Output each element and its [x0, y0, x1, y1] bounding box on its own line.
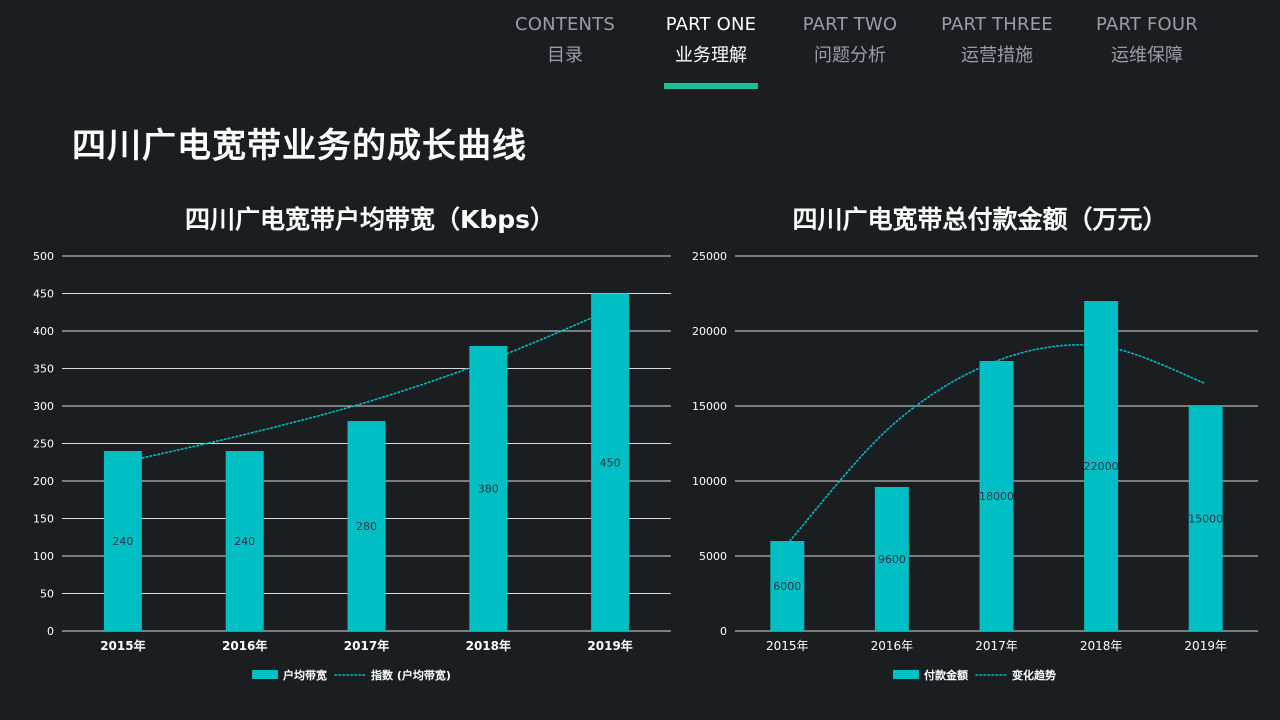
chart2-data-label: 6000	[773, 580, 801, 593]
chart-title-bandwidth: 四川广电宽带户均带宽（Kbps）	[184, 205, 556, 234]
nav-item-label-zh: 问题分析	[814, 45, 886, 66]
chart2-y-tick-label: 5000	[699, 550, 727, 563]
chart2-trendline	[786, 344, 1207, 545]
chart1-y-tick-label: 400	[33, 325, 54, 338]
chart2-bar	[1084, 301, 1119, 631]
nav-item-part-two[interactable]: PART TWO 问题分析	[780, 14, 920, 67]
nav-item-label-en: PART FOUR	[1096, 14, 1198, 35]
chart1-data-label: 450	[600, 456, 621, 469]
chart1-y-tick-label: 350	[33, 363, 54, 376]
chart1-y-tick-label: 200	[33, 475, 54, 488]
nav-item-contents[interactable]: CONTENTS 目录	[495, 14, 635, 67]
chart1-y-tick-label: 100	[33, 550, 54, 563]
chart1-x-tick-label: 2015年	[100, 638, 145, 653]
chart1-legend-trend-label: 指数 (户均带宽)	[371, 668, 451, 682]
chart2-data-label: 9600	[878, 553, 906, 566]
nav-item-part-four[interactable]: PART FOUR 运维保障	[1077, 14, 1217, 67]
nav-item-part-three[interactable]: PART THREE 运营措施	[927, 14, 1067, 67]
chart1-data-label: 280	[356, 520, 377, 533]
chart1-bar	[347, 421, 386, 631]
chart2-bar	[1188, 406, 1223, 631]
nav-item-label-en: CONTENTS	[514, 14, 616, 35]
active-tab-indicator	[664, 83, 758, 89]
chart2-y-tick-label: 15000	[692, 400, 727, 413]
chart1-data-label: 240	[112, 535, 133, 548]
chart1-data-label: 240	[234, 535, 255, 548]
chart1-legend-bar-label: 户均带宽	[283, 668, 327, 682]
nav-item-part-one[interactable]: PART ONE 业务理解	[641, 14, 781, 67]
chart1-bar	[591, 293, 630, 631]
chart1-x-tick-label: 2019年	[587, 638, 632, 653]
nav-item-label-zh: 运营措施	[961, 45, 1033, 66]
chart2-data-label: 18000	[979, 490, 1014, 503]
page-title: 四川广电宽带业务的成长曲线	[72, 126, 527, 166]
nav-item-label-en: PART TWO	[802, 14, 898, 35]
chart1-bar	[103, 451, 142, 631]
top-navigation: CONTENTS 目录 PART ONE 业务理解 PART TWO 问题分析 …	[0, 0, 1280, 100]
chart1-x-tick-label: 2017年	[344, 638, 389, 653]
chart2-bar	[874, 487, 909, 631]
chart1-trendline	[122, 309, 611, 464]
chart2-y-tick-label: 25000	[692, 250, 727, 263]
chart1-y-tick-label: 500	[33, 250, 54, 263]
nav-item-label-en: PART ONE	[665, 14, 757, 35]
chart2-data-label: 22000	[1084, 460, 1119, 473]
chart2-data-label: 15000	[1188, 513, 1223, 526]
nav-item-label-zh: 业务理解	[675, 45, 747, 66]
chart1-y-tick-label: 250	[33, 438, 54, 451]
chart-title-payment: 四川广电宽带总付款金额（万元）	[792, 205, 1168, 234]
chart2-x-tick-label: 2015年	[766, 639, 809, 653]
chart1-x-tick-label: 2016年	[222, 638, 267, 653]
chart2-bar	[770, 541, 805, 631]
chart1-y-tick-label: 450	[33, 288, 54, 301]
chart2-y-tick-label: 0	[720, 625, 727, 638]
chart2-y-tick-label: 20000	[692, 325, 727, 338]
chart2-bar	[979, 361, 1014, 631]
chart1-y-tick-label: 150	[33, 513, 54, 526]
chart1-legend-bar-swatch	[252, 670, 278, 679]
chart2-x-tick-label: 2016年	[871, 639, 914, 653]
chart1-y-tick-label: 300	[33, 400, 54, 413]
chart1-y-tick-label: 50	[40, 588, 54, 601]
chart2-x-tick-label: 2017年	[975, 639, 1018, 653]
chart1-y-tick-label: 0	[47, 625, 54, 638]
nav-item-label-zh: 目录	[547, 45, 583, 66]
chart1-bar	[225, 451, 264, 631]
chart1-bar	[469, 346, 508, 631]
chart2-y-tick-label: 10000	[692, 475, 727, 488]
chart2-legend-trend-label: 变化趋势	[1012, 668, 1056, 682]
nav-item-label-zh: 运维保障	[1111, 45, 1183, 66]
chart2-legend-bar-label: 付款金额	[924, 668, 968, 682]
nav-item-label-en: PART THREE	[941, 14, 1053, 35]
chart1-data-label: 380	[478, 483, 499, 496]
chart2-x-tick-label: 2018年	[1080, 639, 1123, 653]
chart1-x-tick-label: 2018年	[466, 638, 511, 653]
chart2-x-tick-label: 2019年	[1184, 639, 1227, 653]
chart2-legend-bar-swatch	[893, 670, 919, 679]
